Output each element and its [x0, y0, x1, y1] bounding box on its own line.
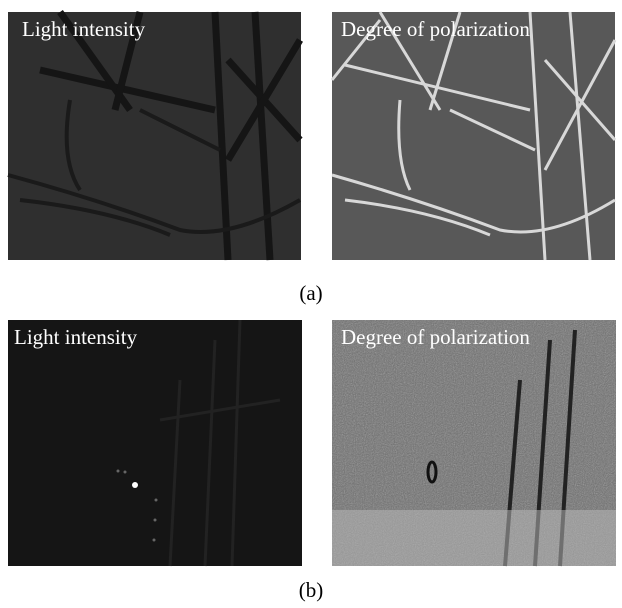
caption: (a): [299, 281, 322, 305]
figure: Light intensity Degree of polarization (…: [0, 0, 622, 608]
caption: (b): [299, 578, 324, 602]
image-a-intensity: [8, 12, 301, 260]
panel-label: Light intensity: [14, 325, 138, 349]
panel-label: Degree of polarization: [341, 325, 530, 349]
image-a-polarization: [332, 12, 615, 260]
panel-label: Degree of polarization: [341, 17, 530, 41]
image-b-intensity: [8, 320, 302, 566]
panel-label: Light intensity: [22, 17, 146, 41]
image-b-polarization: [332, 320, 616, 566]
page: Light intensity Degree of polarization (…: [0, 0, 622, 608]
